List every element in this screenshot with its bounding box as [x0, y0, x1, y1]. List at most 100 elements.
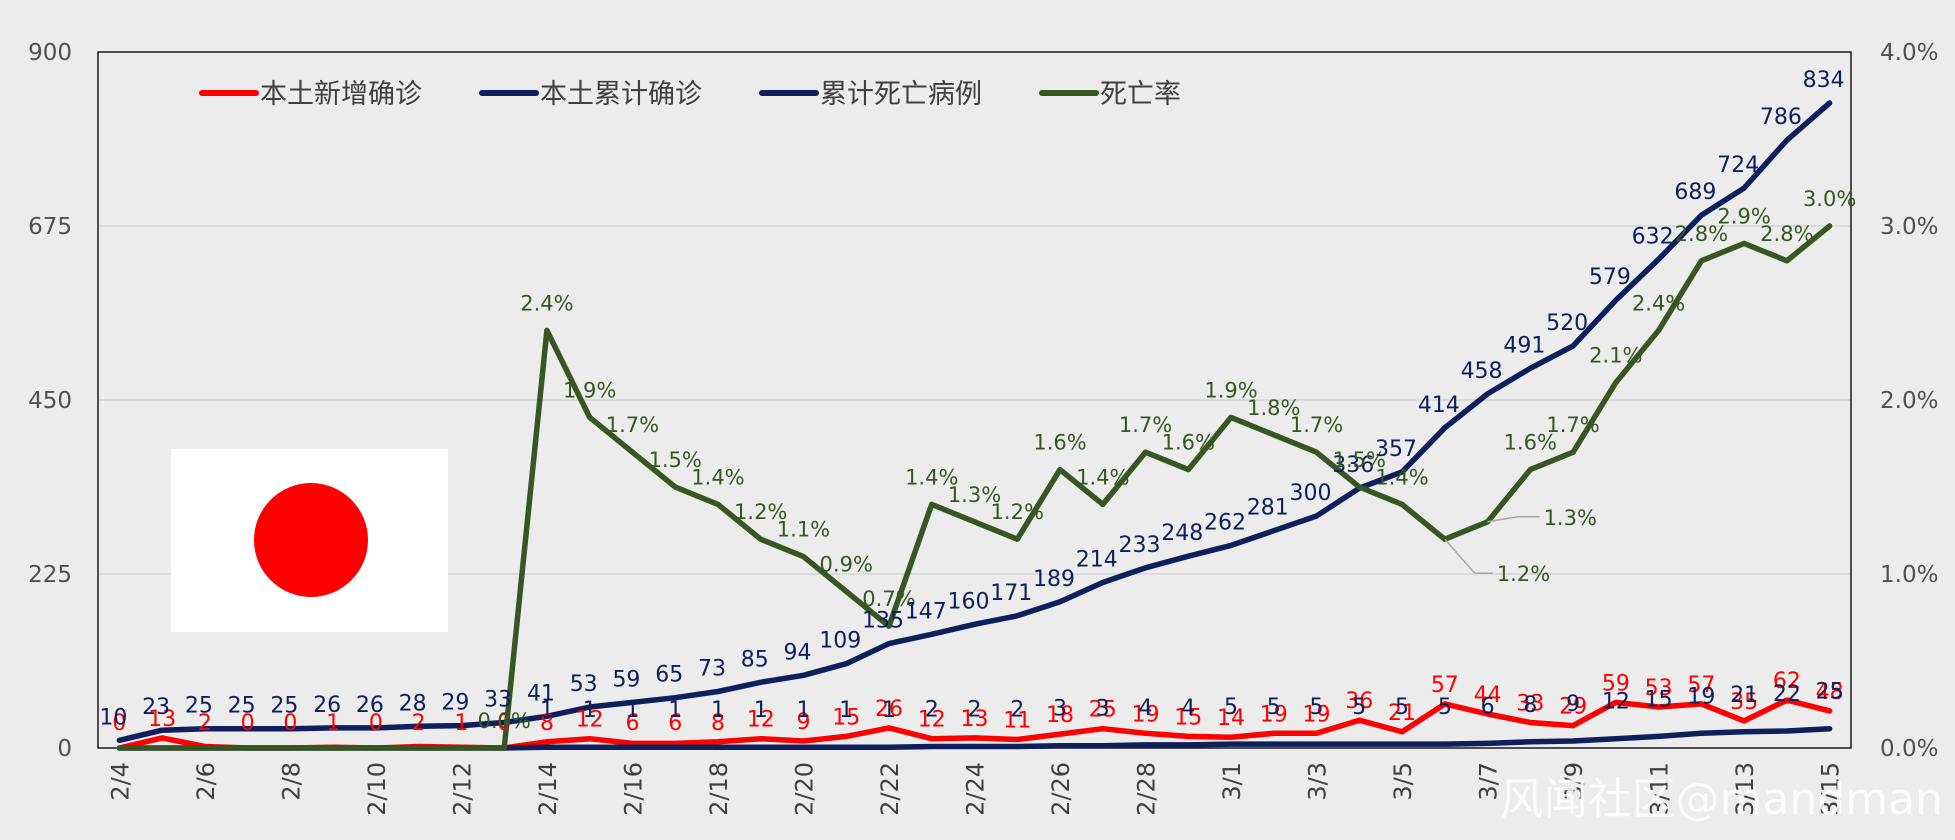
data-label-new: 21 — [1388, 701, 1416, 726]
data-label-cumulative: 94 — [783, 640, 811, 665]
data-label-new: 25 — [1089, 698, 1117, 723]
data-label-rate: 1.3% — [1544, 506, 1597, 530]
data-label-rate: 1.7% — [1546, 413, 1599, 437]
data-label-cumulative: 458 — [1461, 359, 1503, 384]
y-left-tick-label: 0 — [57, 736, 72, 762]
data-label-deaths: 8 — [1523, 693, 1537, 718]
data-label-deaths: 1 — [711, 698, 725, 723]
data-label-rate: 1.1% — [777, 518, 830, 542]
x-tick-label: 2/10 — [363, 762, 391, 816]
data-label-cumulative: 28 — [399, 691, 427, 716]
legend: 本土新增确诊 本土累计确诊 累计死亡病例 死亡率 — [199, 79, 1181, 110]
data-label-deaths: 2 — [1010, 697, 1024, 722]
data-label-rate: 2.9% — [1717, 204, 1770, 228]
data-label-new: 8 — [540, 711, 554, 736]
x-tick-label: 3/7 — [1475, 762, 1503, 801]
data-label-new: 8 — [711, 711, 725, 736]
data-label-cumulative: 29 — [441, 691, 469, 716]
data-label-new: 1 — [454, 711, 468, 736]
data-label-rate: 1.6% — [1504, 431, 1557, 455]
data-label-new: 15 — [832, 705, 860, 730]
watermark: 风闻社区@mandman — [1500, 774, 1943, 825]
leader-line — [1444, 538, 1493, 574]
data-label-cumulative: 85 — [741, 647, 769, 672]
data-label-new: 18 — [1046, 703, 1074, 728]
data-label-rate: 0.9% — [820, 552, 873, 576]
data-label-new: 29 — [1559, 695, 1587, 720]
y-left-tick-label: 450 — [28, 388, 72, 414]
data-label-cumulative: 147 — [905, 599, 947, 624]
data-label-new: 0 — [112, 711, 126, 736]
data-label-deaths: 4 — [1181, 696, 1195, 721]
data-label-rate: 1.5% — [649, 448, 702, 472]
data-label-new: 57 — [1431, 673, 1459, 698]
data-label-cumulative: 59 — [612, 667, 640, 692]
x-tick-label: 2/4 — [106, 762, 134, 801]
data-label-new: 12 — [747, 708, 775, 733]
data-label-new: 57 — [1687, 673, 1715, 698]
data-label-new: 0 — [369, 711, 383, 736]
data-label-rate: 1.9% — [563, 378, 616, 402]
data-label-rate: 1.8% — [1247, 396, 1300, 420]
data-label-cumulative: 579 — [1589, 265, 1631, 290]
data-label-cumulative: 214 — [1076, 548, 1118, 573]
y-right-tick-label: 0.0% — [1880, 736, 1938, 762]
data-label-deaths: 1 — [882, 698, 896, 723]
data-label-new: 62 — [1773, 669, 1801, 694]
data-label-deaths: 4 — [1139, 696, 1153, 721]
data-label-cumulative: 189 — [1033, 567, 1075, 592]
data-label-new: 36 — [1345, 689, 1373, 714]
legend-label: 本土累计确诊 — [540, 79, 702, 110]
data-label-rate: 0.0% — [478, 709, 531, 733]
data-label-cumulative: 109 — [819, 629, 861, 654]
data-label-cumulative: 25 — [228, 694, 256, 719]
x-tick-label: 2/14 — [534, 762, 562, 816]
data-label-cumulative: 689 — [1674, 180, 1716, 205]
data-label-rate: 1.2% — [991, 500, 1044, 524]
data-label-deaths: 5 — [1267, 695, 1281, 720]
data-label-cumulative: 248 — [1161, 521, 1203, 546]
data-label-deaths: 9 — [1566, 692, 1580, 717]
data-label-deaths: 3 — [1096, 697, 1110, 722]
y-right-tick-label: 2.0% — [1880, 388, 1938, 414]
data-label-rate: 1.7% — [606, 413, 659, 437]
x-tick-label: 2/20 — [790, 762, 818, 816]
data-label-new: 12 — [918, 708, 946, 733]
data-label-cumulative: 53 — [570, 672, 598, 697]
data-label-new: 11 — [1003, 708, 1031, 733]
data-label-rate: 1.7% — [1119, 413, 1172, 437]
data-label-deaths: 1 — [668, 698, 682, 723]
y-left-tick-label: 225 — [28, 562, 72, 588]
data-label-cumulative: 10 — [99, 705, 127, 730]
data-label-new: 44 — [1474, 683, 1502, 708]
data-label-cumulative: 491 — [1503, 333, 1545, 358]
data-label-cumulative: 65 — [655, 663, 683, 688]
data-label-deaths: 2 — [925, 697, 939, 722]
series-line-本土累计确诊 — [116, 100, 1833, 744]
x-tick-label: 3/13 — [1731, 762, 1759, 816]
data-label-deaths: 6 — [1481, 694, 1495, 719]
x-tick-label: 2/22 — [876, 762, 904, 816]
y-right-tick-label: 3.0% — [1880, 214, 1938, 240]
data-label-deaths: 1 — [625, 698, 639, 723]
data-label-rate: 2.4% — [520, 291, 573, 315]
data-label-cumulative: 632 — [1632, 224, 1674, 249]
data-label-new: 13 — [148, 707, 176, 732]
data-label-new: 15 — [1174, 705, 1202, 730]
legend-label: 本土新增确诊 — [260, 79, 422, 110]
data-label-cumulative: 135 — [862, 609, 904, 634]
x-tick-label: 2/28 — [1133, 762, 1161, 816]
data-label-rate: 0.7% — [862, 587, 915, 611]
data-label-cumulative: 33 — [484, 687, 512, 712]
data-label-cumulative: 26 — [313, 693, 341, 718]
data-label-new: 19 — [1303, 702, 1331, 727]
data-label-new: 6 — [625, 711, 639, 736]
data-label-cumulative: 41 — [527, 681, 555, 706]
data-label-cumulative: 834 — [1803, 68, 1845, 93]
data-label-rate: 1.7% — [1290, 413, 1343, 437]
data-label-new: 35 — [1730, 690, 1758, 715]
x-tick-label: 2/6 — [192, 762, 220, 801]
leader-lines — [1444, 516, 1540, 574]
data-label-rate: 1.6% — [1033, 431, 1086, 455]
data-label-rate: 2.8% — [1675, 222, 1728, 246]
